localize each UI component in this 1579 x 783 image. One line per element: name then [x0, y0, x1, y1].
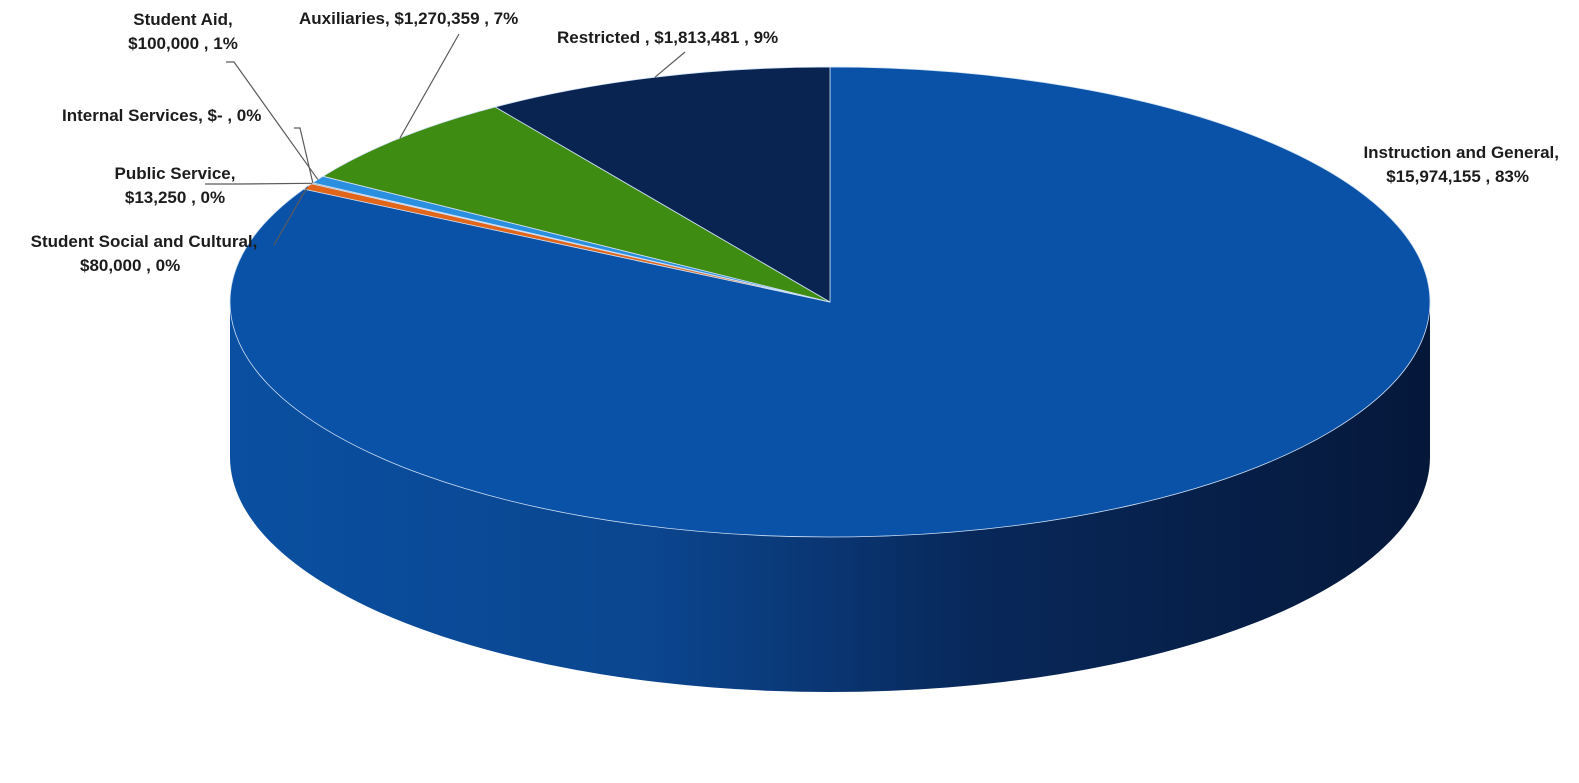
pie-top-layer	[229, 66, 1431, 538]
label-student-social-and-cultural: Student Social and Cultural, $80,000 , 0…	[30, 232, 258, 275]
pie-slice-restricted	[494, 66, 831, 303]
label-auxiliaries: Auxiliaries, $1,270,359 , 7%	[299, 9, 519, 28]
label-public-service: Public Service, $13,250 , 0%	[114, 164, 236, 207]
label-restricted: Restricted , $1,813,481 , 9%	[557, 28, 779, 47]
leader-line-auxiliaries	[399, 33, 460, 139]
leader-lines	[205, 33, 686, 246]
leader-line-restricted	[654, 51, 686, 78]
label-student-aid: Student Aid, $100,000 , 1%	[128, 10, 238, 53]
leader-line-student-social-and-cultural	[273, 186, 309, 246]
leader-line-student-aid	[226, 61, 319, 180]
label-instruction-and-general: Instruction and General, $15,974,155 , 8…	[1363, 143, 1559, 186]
pie-side-layer	[230, 302, 1430, 692]
pie-side-wall	[230, 302, 1430, 692]
leader-line-public-service	[205, 182, 313, 185]
leader-line-internal-services	[294, 127, 314, 183]
label-internal-services: Internal Services, $- , 0%	[62, 106, 262, 125]
